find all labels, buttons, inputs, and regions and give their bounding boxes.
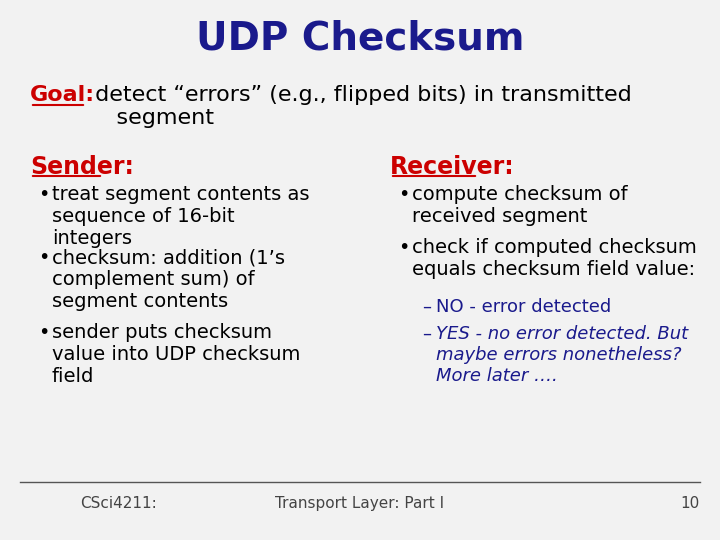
Text: Transport Layer: Part I: Transport Layer: Part I <box>276 496 444 511</box>
Text: treat segment contents as
sequence of 16-bit
integers: treat segment contents as sequence of 16… <box>52 185 310 248</box>
Text: compute checksum of
received segment: compute checksum of received segment <box>412 185 628 226</box>
Text: Receiver:: Receiver: <box>390 155 515 179</box>
Text: CSci4211:: CSci4211: <box>80 496 157 511</box>
Text: –: – <box>422 325 431 343</box>
Text: •: • <box>38 185 50 204</box>
Text: –: – <box>422 298 431 316</box>
Text: •: • <box>38 323 50 342</box>
Text: detect “errors” (e.g., flipped bits) in transmitted
    segment: detect “errors” (e.g., flipped bits) in … <box>88 85 631 128</box>
Text: Sender:: Sender: <box>30 155 134 179</box>
Text: checksum: addition (1’s
complement sum) of
segment contents: checksum: addition (1’s complement sum) … <box>52 248 285 311</box>
Text: check if computed checksum
equals checksum field value:: check if computed checksum equals checks… <box>412 238 697 279</box>
Text: Goal:: Goal: <box>30 85 95 105</box>
Text: UDP Checksum: UDP Checksum <box>196 19 524 57</box>
Text: 10: 10 <box>680 496 700 511</box>
Text: •: • <box>398 185 410 204</box>
Text: •: • <box>38 248 50 267</box>
Text: •: • <box>398 238 410 257</box>
Text: YES - no error detected. But
maybe errors nonetheless?
More later ….: YES - no error detected. But maybe error… <box>436 325 688 384</box>
Text: NO - error detected: NO - error detected <box>436 298 611 316</box>
Text: sender puts checksum
value into UDP checksum
field: sender puts checksum value into UDP chec… <box>52 323 300 386</box>
